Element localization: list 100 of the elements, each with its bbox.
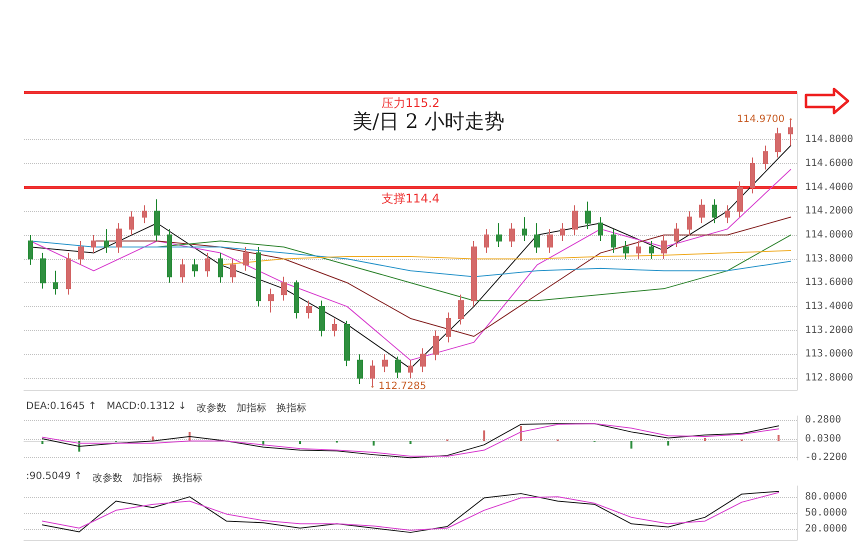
candlestick (91, 234, 96, 254)
candlestick (560, 222, 565, 242)
y-tick-label: 113.8000 (805, 253, 854, 264)
candlestick (129, 210, 134, 236)
text: 换指标 (276, 402, 307, 415)
candlestick (104, 228, 109, 254)
candlestick (154, 198, 160, 242)
bar (704, 438, 706, 442)
candlestick (458, 294, 464, 325)
candlestick (750, 157, 755, 194)
y-tick-label: 114.8000 (805, 134, 854, 146)
candlestick (230, 258, 236, 284)
text: 改参数 (196, 402, 227, 415)
candlestick (78, 240, 84, 266)
candlestick (281, 276, 287, 302)
annotation: 112.7285 (378, 381, 426, 392)
candlestick (142, 204, 147, 224)
line-series (93, 216, 792, 337)
y-tick-label: 80.0000 (805, 491, 848, 502)
candlestick (509, 222, 515, 248)
text: 美/日 2 小时走势 (352, 109, 505, 133)
bar (520, 426, 522, 442)
y-tick-label: 114.6000 (805, 158, 854, 170)
candlestick (572, 204, 578, 236)
y-tick-label: 50.0000 (805, 508, 848, 518)
bar (41, 441, 44, 444)
candlestick (598, 216, 603, 242)
candlestick (611, 228, 616, 254)
candlestick (40, 252, 46, 290)
candlestick (471, 240, 477, 308)
candlestick (357, 354, 363, 385)
text: 加指标 (132, 472, 162, 485)
bar (630, 441, 632, 449)
candlestick (712, 198, 717, 224)
y-tick-label: 113.0000 (805, 348, 854, 360)
candlestick (205, 252, 210, 278)
candlestick (763, 145, 768, 170)
candlestick (534, 222, 540, 254)
bar (483, 430, 486, 442)
candlestick (294, 280, 299, 319)
candlestick (496, 222, 502, 248)
y-tick-label: 0.2800 (805, 414, 842, 426)
candlestick (395, 356, 401, 379)
text: 改参数 (92, 472, 122, 485)
text: :90.5049 ↑ (26, 471, 82, 484)
candlestick (737, 180, 743, 218)
candlestick (636, 240, 641, 260)
candlestick (180, 258, 185, 284)
text: MACD:0.1312 ↓ (106, 401, 187, 414)
y-tick-label: 114.0000 (805, 230, 854, 241)
candlestick (433, 330, 439, 361)
annotation: 114.9700 (736, 114, 785, 125)
candlestick (243, 246, 249, 272)
y-tick-label: 20.0000 (805, 524, 848, 535)
text: DEA:0.1645 ↑ (26, 401, 97, 414)
y-tick-label: 114.2000 (805, 206, 854, 217)
ref-line-label: 压力115.2 (381, 96, 440, 110)
candlestick (687, 210, 692, 236)
text: 加指标 (236, 402, 267, 415)
candlestick (446, 312, 451, 343)
bar (778, 434, 780, 442)
candlestick (256, 246, 261, 308)
candlestick (218, 252, 223, 284)
bar (410, 441, 412, 444)
text: 换指标 (172, 472, 202, 485)
bar (372, 441, 375, 446)
candlestick (116, 222, 122, 254)
candlestick (408, 360, 413, 379)
candlestick (319, 300, 325, 337)
bar (667, 441, 670, 446)
y-tick-label: 0.0300 (805, 433, 842, 444)
ref-line-label: 支撑114.4 (381, 191, 440, 206)
candlestick (382, 354, 388, 373)
candlestick (725, 204, 730, 224)
y-tick-label: 114.4000 (805, 182, 854, 193)
y-tick-label: 112.8000 (805, 372, 854, 384)
candlestick (649, 240, 654, 260)
candlestick (420, 348, 426, 373)
candlestick (332, 318, 337, 337)
candlestick (775, 127, 781, 158)
candlestick (306, 300, 312, 319)
candlestick (699, 198, 705, 224)
bar (299, 441, 302, 444)
y-tick-label: 113.4000 (805, 301, 854, 312)
y-tick-label: 113.2000 (805, 324, 854, 336)
candlestick (66, 252, 71, 296)
candlestick (28, 234, 33, 266)
candlestick (522, 216, 527, 242)
candlestick (674, 222, 679, 248)
y-tick-label: 113.6000 (805, 277, 854, 288)
candlestick (344, 320, 350, 367)
candlestick (484, 228, 489, 254)
candlestick (547, 228, 553, 254)
candlestick (623, 240, 629, 260)
candlestick (192, 258, 198, 278)
candlestick (53, 270, 58, 296)
y-tick-label: -0.2200 (805, 452, 848, 464)
candlestick (661, 234, 667, 260)
candlestick (268, 288, 274, 314)
candlestick (585, 201, 591, 230)
